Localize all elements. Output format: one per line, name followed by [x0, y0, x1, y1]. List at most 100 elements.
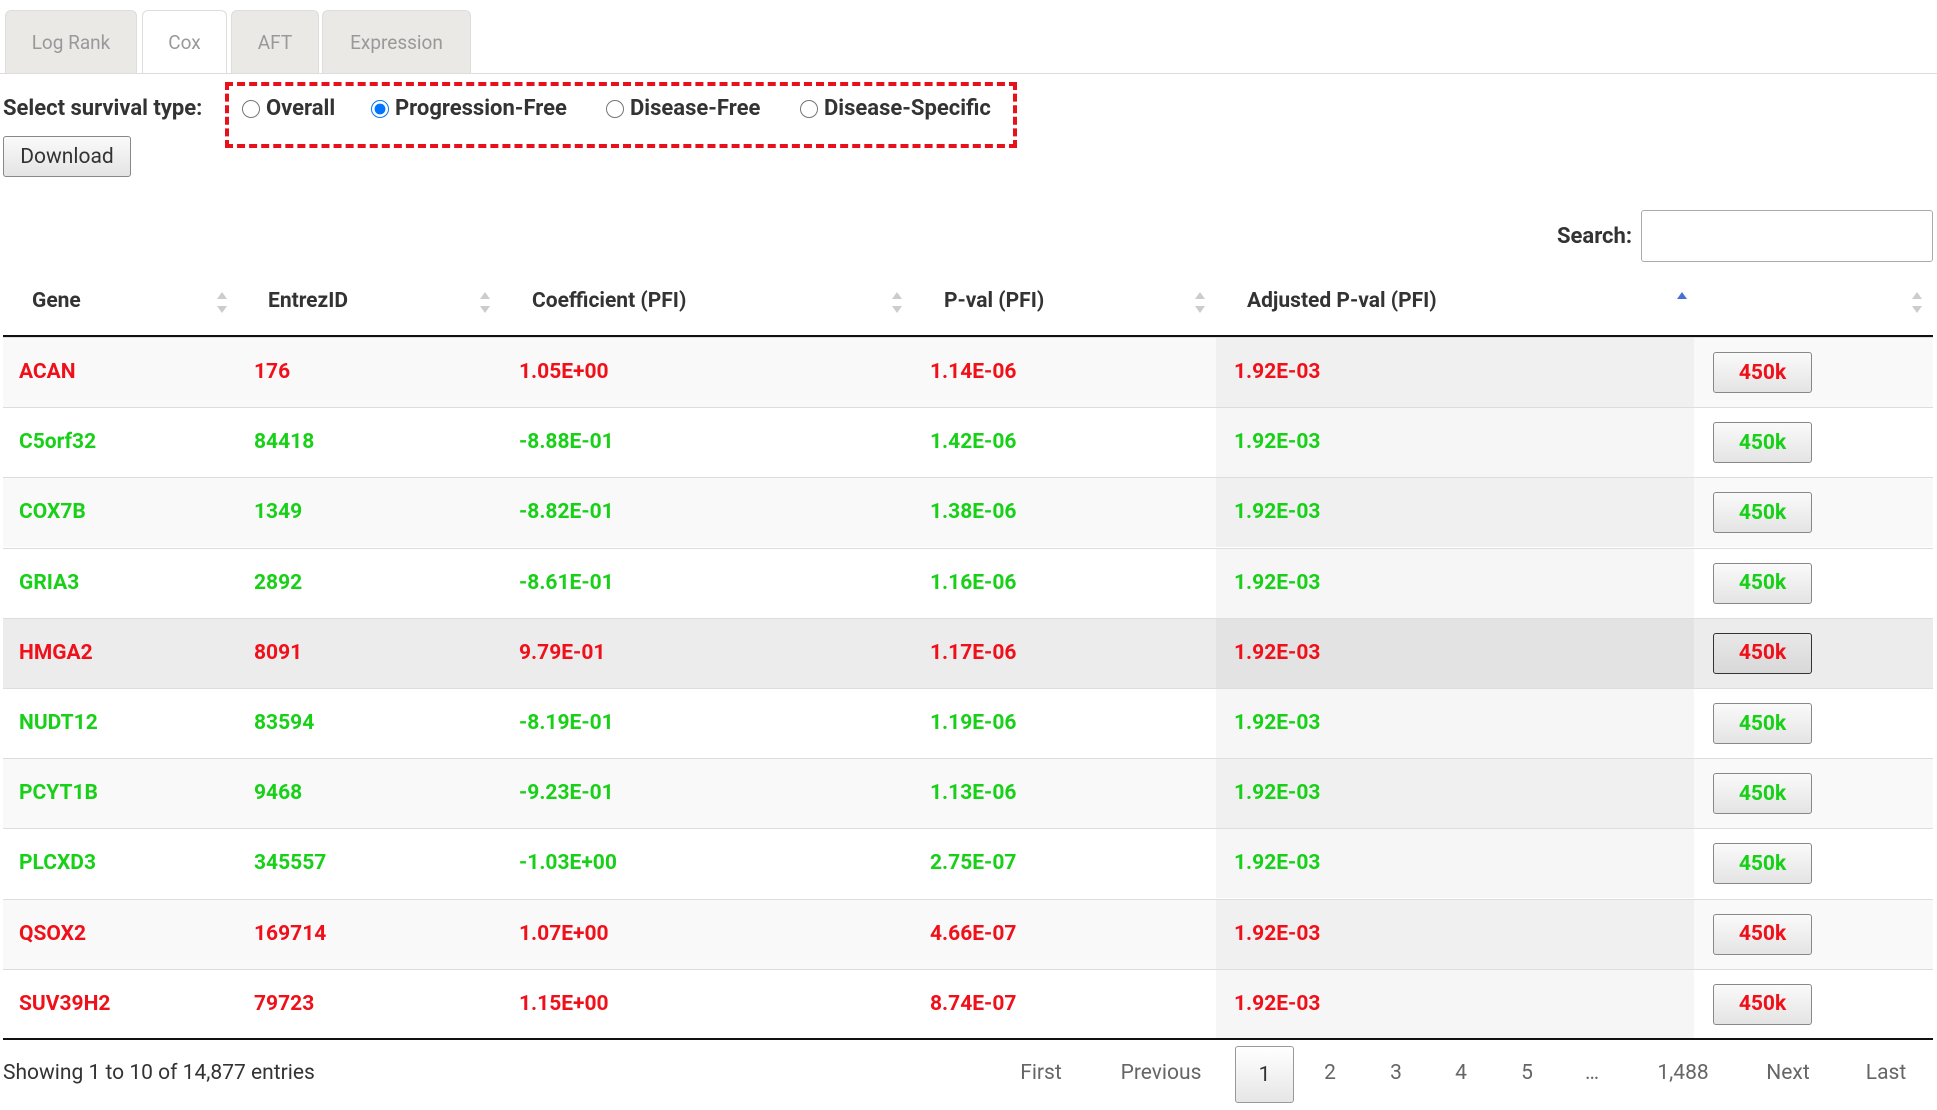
table-cell: QSOX2	[19, 921, 87, 946]
row-button[interactable]: 450k	[1713, 913, 1812, 955]
sort-icon	[892, 292, 902, 316]
table-cell: 176	[254, 360, 291, 384]
tab[interactable]: Cox	[142, 10, 227, 74]
page-link[interactable]: 2	[1324, 1061, 1336, 1085]
download-button[interactable]: Download	[3, 136, 131, 177]
tab[interactable]: Log Rank	[5, 10, 137, 73]
table-cell: SUV39H2	[19, 991, 111, 1016]
radio-option[interactable]: Progression-Free	[371, 96, 567, 121]
table-cell: 79723	[254, 991, 315, 1016]
table-cell: ACAN	[19, 360, 76, 384]
table-cell: 9468	[254, 781, 303, 806]
table-cell: 1.07E+00	[519, 921, 609, 946]
column-header[interactable]: P-val (PFI)	[944, 289, 1045, 313]
table-cell: NUDT12	[19, 711, 98, 735]
table-cell: 8091	[254, 640, 303, 665]
table-cell: 1.92E-03	[1234, 640, 1321, 665]
row-button[interactable]: 450k	[1713, 843, 1812, 885]
row-button[interactable]: 450k	[1713, 983, 1812, 1025]
row-button[interactable]: 450k	[1713, 492, 1812, 534]
column-header[interactable]: Coefficient (PFI)	[532, 289, 687, 313]
table-info: Showing 1 to 10 of 14,877 entries	[3, 1061, 315, 1085]
radio-label: Overall	[266, 96, 336, 121]
table-cell: 1.19E-06	[930, 711, 1017, 735]
row-button[interactable]: 450k	[1713, 422, 1812, 464]
table-cell: 1.92E-03	[1234, 851, 1321, 876]
table-row: ACAN 176 1.05E+00 1.14E-06 1.92E-03 450k	[3, 337, 1933, 407]
page-link[interactable]: 4	[1455, 1061, 1467, 1085]
table-cell: 1.92E-03	[1234, 921, 1321, 946]
table-cell: 83594	[254, 711, 315, 735]
table-cell: 1349	[254, 500, 303, 525]
sort-icon	[217, 292, 227, 316]
table-cell: GRIA3	[19, 570, 80, 595]
table-cell: 1.14E-06	[930, 360, 1017, 384]
table-cell: 2892	[254, 570, 303, 595]
sort-icon	[480, 292, 490, 316]
page-link[interactable]: 3	[1390, 1061, 1402, 1085]
table-row: C5orf32 84418 -8.88E-01 1.42E-06 1.92E-03 450…	[3, 407, 1933, 477]
table-cell: -1.03E+00	[519, 851, 617, 876]
row-button[interactable]: 450k	[1713, 703, 1812, 744]
search-input[interactable]	[1641, 210, 1933, 262]
radio[interactable]	[800, 99, 818, 118]
table-cell: 9.79E-01	[519, 640, 606, 665]
table-cell: 345557	[254, 851, 327, 876]
table-row: COX7B 1349 -8.82E-01 1.38E-06 1.92E-03 450k	[3, 477, 1933, 548]
page-link[interactable]: First	[1020, 1061, 1062, 1085]
table-cell: 1.92E-03	[1234, 360, 1321, 384]
table-row: GRIA3 2892 -8.61E-01 1.16E-06 1.92E-03 450k	[3, 547, 1933, 618]
table-cell: 1.42E-06	[930, 430, 1017, 455]
table-row: SUV39H2 79723 1.15E+00 8.74E-07 1.92E-03 450k	[3, 968, 1933, 1039]
radio-option[interactable]: Overall	[242, 96, 335, 121]
row-button[interactable]: 450k	[1713, 352, 1812, 393]
table-cell: COX7B	[19, 500, 86, 525]
table-cell: 1.92E-03	[1234, 500, 1321, 525]
row-button[interactable]: 450k	[1713, 632, 1812, 674]
page-link[interactable]: 1,488	[1657, 1061, 1709, 1085]
radio[interactable]	[606, 99, 624, 118]
table-cell: 1.17E-06	[930, 640, 1017, 665]
column-header[interactable]: Adjusted P-val (PFI)	[1247, 289, 1437, 313]
table-cell: 1.92E-03	[1234, 711, 1321, 735]
column-header[interactable]: Gene	[32, 289, 81, 313]
page-link[interactable]: 1	[1235, 1046, 1294, 1103]
radio-label: Disease-Free	[630, 96, 761, 121]
radio-option[interactable]: Disease-Specific	[800, 96, 991, 121]
table-cell: 1.05E+00	[519, 360, 609, 384]
table-cell: PCYT1B	[19, 781, 98, 806]
table-cell: 2.75E-07	[930, 851, 1017, 876]
column-header[interactable]: EntrezID	[268, 289, 349, 313]
table-cell: 1.16E-06	[930, 570, 1017, 595]
table-cell: 1.92E-03	[1234, 781, 1321, 806]
table-cell: 84418	[254, 430, 315, 455]
table-cell: 1.38E-06	[930, 500, 1017, 525]
page-link[interactable]: Next	[1766, 1061, 1810, 1085]
page-link[interactable]: Previous	[1120, 1061, 1202, 1085]
page-link[interactable]: 5	[1521, 1061, 1533, 1085]
radio-option[interactable]: Disease-Free	[606, 96, 760, 121]
table-cell: C5orf32	[19, 430, 97, 455]
table-cell: -8.88E-01	[519, 430, 614, 455]
tab[interactable]: AFT	[231, 10, 319, 73]
radio[interactable]	[242, 99, 260, 118]
table-cell: HMGA2	[19, 640, 93, 665]
page-link[interactable]: Last	[1865, 1061, 1907, 1085]
row-button[interactable]: 450k	[1713, 773, 1812, 815]
radio-label: Progression-Free	[395, 96, 567, 121]
table-row: NUDT12 83594 -8.19E-01 1.19E-06 1.92E-03 450k	[3, 688, 1933, 758]
table-row: PCYT1B 9468 -9.23E-01 1.13E-06 1.92E-03 450k	[3, 758, 1933, 829]
page-link: …	[1584, 1061, 1600, 1085]
table-cell: -8.19E-01	[519, 711, 614, 735]
table-cell: 4.66E-07	[930, 921, 1017, 946]
footer-rule	[3, 1038, 1933, 1040]
radio[interactable]	[371, 99, 389, 118]
table-cell: 8.74E-07	[930, 991, 1017, 1016]
highlight-box	[225, 82, 1017, 148]
search-label: Search:	[1557, 224, 1633, 249]
table-row: QSOX2 169714 1.07E+00 4.66E-07 1.92E-03 450k	[3, 898, 1933, 969]
row-button[interactable]: 450k	[1713, 562, 1812, 604]
sort-icon	[1195, 292, 1205, 316]
tab[interactable]: Expression	[322, 10, 471, 73]
